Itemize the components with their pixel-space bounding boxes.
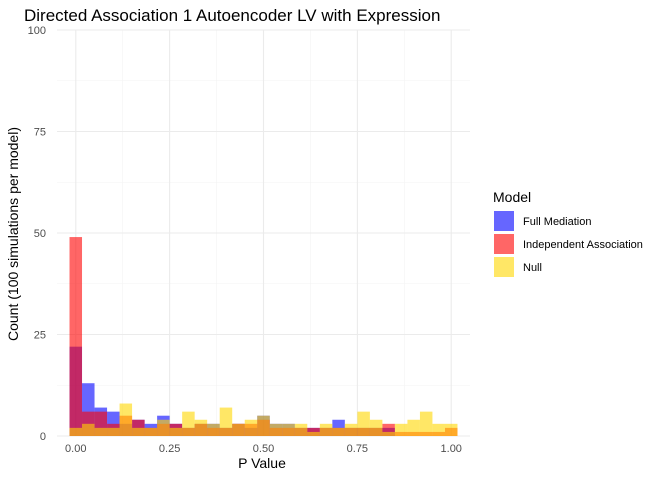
bar-null: [419, 411, 433, 436]
x-tick-label: 0.50: [253, 443, 274, 455]
x-tick-label: 1.00: [441, 443, 462, 455]
bar-null: [357, 411, 370, 436]
bar-null: [107, 427, 120, 436]
bar-null: [269, 423, 283, 436]
bar-null: [369, 419, 383, 436]
y-tick-label: 50: [34, 228, 46, 240]
bar-null: [319, 423, 333, 436]
legend: Model Full Mediation Independent Associat…: [493, 189, 643, 277]
bar-null: [144, 427, 158, 436]
legend-label: Null: [523, 262, 542, 274]
bar-null: [94, 427, 108, 436]
x-axis-title: P Value: [238, 455, 286, 471]
legend-swatch: [494, 234, 514, 254]
legend-label: Independent Association: [523, 239, 643, 251]
bar-null: [132, 427, 145, 436]
y-tick-label: 25: [34, 330, 46, 342]
legend-swatch: [494, 211, 514, 231]
bar-null: [169, 427, 183, 436]
bar-null: [382, 431, 395, 436]
bar-null: [332, 427, 345, 436]
bar-null: [294, 423, 308, 436]
bar-null: [232, 423, 245, 436]
bar-null: [257, 415, 270, 436]
y-tick-label: 75: [34, 127, 46, 139]
bar-null: [444, 423, 458, 436]
chart-title: Directed Association 1 Autoencoder LV wi…: [24, 6, 440, 25]
tick-labels: 0.00 0.25 0.50 0.75 1.00 0 25 50 75 100: [28, 25, 462, 455]
bar-null: [194, 419, 208, 436]
bar-null: [182, 411, 195, 436]
y-tick-label: 100: [28, 25, 46, 37]
legend-label: Full Mediation: [523, 216, 591, 228]
y-axis-title: Count (100 simulations per model): [5, 127, 21, 341]
x-tick-label: 0.00: [65, 443, 86, 455]
bars: [69, 237, 458, 436]
bar-null: [219, 407, 233, 436]
bar-null: [69, 427, 83, 436]
bar-null: [344, 423, 358, 436]
bar-null: [407, 419, 420, 436]
bar-null: [432, 423, 445, 436]
legend-swatch: [494, 257, 514, 277]
y-tick-label: 0: [40, 431, 46, 443]
bar-null: [307, 431, 320, 436]
bar-null: [82, 423, 95, 436]
bar-null: [282, 423, 295, 436]
grid: [57, 29, 470, 437]
x-tick-label: 0.25: [159, 443, 180, 455]
bar-null: [244, 419, 258, 436]
legend-title: Model: [493, 189, 531, 205]
bar-independent-association: [69, 237, 83, 436]
bar-null: [394, 423, 408, 436]
x-tick-label: 0.75: [347, 443, 368, 455]
bar-null: [157, 419, 170, 436]
bar-null: [207, 423, 220, 436]
bar-null: [119, 403, 133, 436]
